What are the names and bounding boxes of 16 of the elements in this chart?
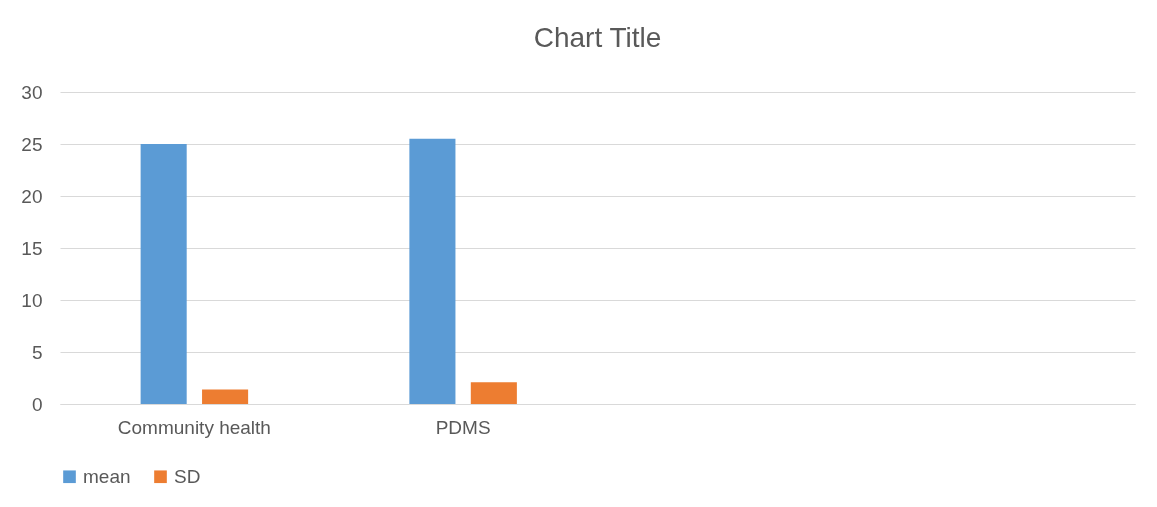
y-tick-label: 10	[21, 289, 43, 311]
bar	[202, 389, 249, 404]
x-tick-label: PDMS	[435, 416, 491, 438]
y-tick-label: 25	[21, 133, 43, 155]
x-tick-label: Community health	[117, 416, 271, 438]
y-tick-label: 0	[31, 393, 43, 415]
chart-title: Chart Title	[533, 22, 662, 53]
bar	[409, 138, 456, 404]
legend-label: SD	[174, 465, 201, 487]
y-tick-label: 20	[21, 185, 43, 207]
bar	[470, 382, 517, 404]
y-tick-label: 30	[21, 81, 43, 103]
bar	[140, 144, 187, 404]
legend-label: mean	[83, 465, 131, 487]
y-tick-label: 5	[31, 341, 43, 363]
y-tick-label: 15	[21, 237, 43, 259]
